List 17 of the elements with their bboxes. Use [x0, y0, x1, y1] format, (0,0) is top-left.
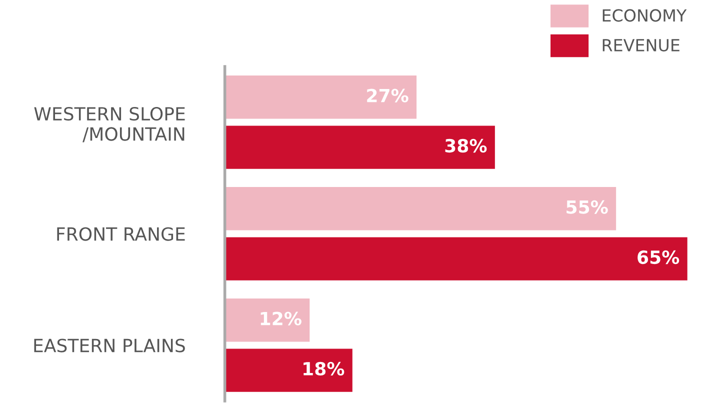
bar: [224, 236, 689, 282]
y-tick-label: EASTERN PLAINS: [34, 338, 185, 352]
bar: [224, 297, 312, 344]
legend-label: ECONOMY: [602, 9, 687, 22]
legend-label: REVENUE: [602, 39, 680, 52]
bar: [224, 124, 496, 170]
y-tick-label: WESTERN SLOPE /MOUNTAIN: [34, 106, 185, 142]
bar: [224, 186, 618, 232]
y-tick-label: FRONT RANGE: [57, 227, 185, 241]
data-label: 38%: [445, 138, 487, 153]
data-label: 12%: [260, 312, 302, 326]
data-label: 55%: [566, 200, 608, 214]
bar: [224, 347, 354, 394]
data-label: 27%: [367, 88, 408, 102]
data-label: 18%: [304, 362, 344, 376]
data-label: 65%: [638, 250, 680, 264]
bar: [224, 74, 418, 120]
